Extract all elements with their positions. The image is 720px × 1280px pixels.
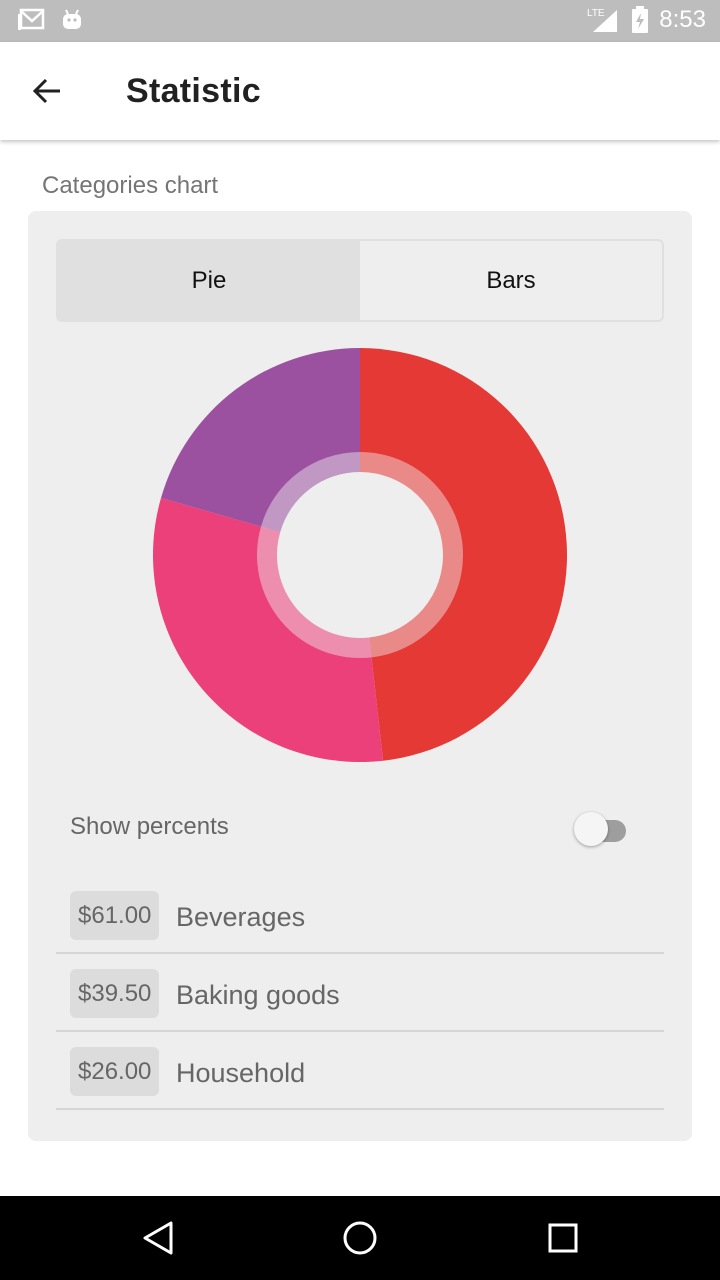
- arrow-back-icon: [32, 78, 60, 104]
- category-name: Baking goods: [176, 980, 340, 1010]
- pie-slice-baking-goods: [153, 497, 384, 762]
- toggle-thumb: [574, 812, 608, 846]
- pie-slice-beverages: [360, 348, 567, 761]
- battery-charging-icon: [631, 6, 649, 34]
- list-item[interactable]: $39.50 Baking goods: [56, 954, 664, 1032]
- category-name: Beverages: [176, 902, 306, 932]
- nav-recents-button[interactable]: [541, 1216, 585, 1260]
- donut-chart: [153, 348, 567, 762]
- list-item[interactable]: $26.00 Household: [56, 1032, 664, 1110]
- show-percents-row: Show percents: [70, 807, 630, 847]
- show-percents-toggle[interactable]: [574, 809, 630, 846]
- show-percents-label: Show percents: [70, 813, 229, 840]
- category-amount: $61.00: [70, 891, 160, 940]
- nav-recents-icon: [548, 1223, 578, 1253]
- nav-home-button[interactable]: [338, 1216, 382, 1260]
- chart-card: Pie Bars Show percents $61.00 Beverages …: [28, 211, 692, 1141]
- gmail-icon: [18, 8, 46, 32]
- svg-text:LTE: LTE: [587, 8, 605, 19]
- pie-inner-ring-beverages: [360, 451, 464, 658]
- tab-pie[interactable]: Pie: [58, 241, 360, 320]
- android-icon: [60, 8, 84, 32]
- navigation-bar: [0, 1196, 720, 1280]
- section-label: Categories chart: [42, 172, 219, 199]
- tab-bars[interactable]: Bars: [486, 266, 536, 294]
- category-amount: $39.50: [70, 969, 160, 1018]
- clock: 8:53: [659, 6, 706, 33]
- nav-home-icon: [343, 1221, 377, 1255]
- back-button[interactable]: [22, 70, 72, 112]
- list-item[interactable]: $61.00 Beverages: [56, 876, 664, 954]
- pie-slice-household: [161, 348, 360, 527]
- category-name: Household: [176, 1058, 306, 1088]
- app-bar: Statistic: [0, 42, 720, 140]
- pie-inner-ring-household: [260, 451, 360, 533]
- pie-inner-ring-baking-goods: [256, 526, 372, 659]
- page-title: Statistic: [126, 72, 261, 110]
- nav-back-button[interactable]: [136, 1216, 180, 1260]
- chart-type-tabs: Pie Bars: [56, 239, 664, 322]
- lte-signal-icon: LTE: [587, 6, 621, 34]
- status-bar: LTE 8:53: [0, 0, 720, 42]
- nav-back-icon: [143, 1221, 173, 1255]
- category-amount: $26.00: [70, 1047, 160, 1096]
- category-list: $61.00 Beverages $39.50 Baking goods $26…: [56, 876, 664, 1110]
